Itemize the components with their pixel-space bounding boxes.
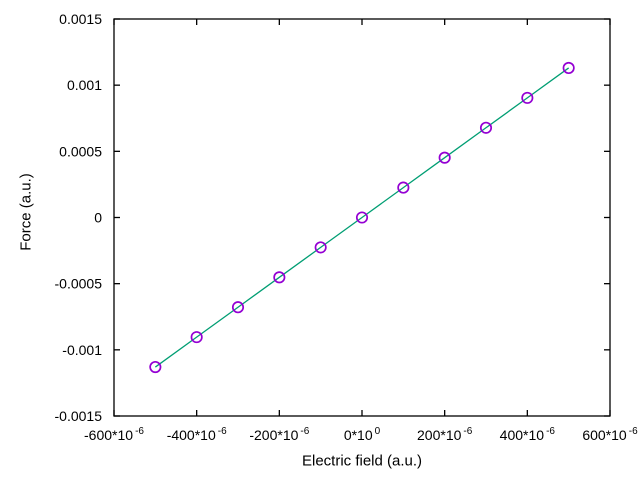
y-tick-label: 0	[94, 210, 102, 226]
data-point-marker	[190, 331, 203, 344]
data-point-marker	[355, 211, 369, 224]
x-tick-label: -600*10 -6	[84, 426, 144, 443]
x-tick-label: 600*10 -6	[582, 426, 638, 443]
data-point-marker	[273, 271, 286, 284]
x-tick-label: -200*10 -6	[249, 426, 309, 443]
y-tick-label: -0.0005	[55, 276, 103, 292]
data-point-marker	[438, 151, 451, 164]
x-tick-label: 200*10 -6	[417, 426, 473, 443]
data-point-marker	[521, 91, 534, 104]
y-tick-label: -0.0015	[55, 408, 103, 424]
data-point-marker	[562, 61, 575, 75]
series-line	[154, 67, 570, 368]
data-point-marker	[314, 241, 327, 254]
x-tick-label: 0*10 0	[344, 426, 381, 443]
y-tick-label: 0.0015	[59, 11, 102, 27]
y-tick-label: -0.001	[62, 342, 102, 358]
x-axis-title: Electric field (a.u.)	[301, 452, 423, 470]
data-point-marker	[149, 360, 162, 374]
x-tick-label: -400*10 -6	[167, 426, 227, 443]
data-point-marker	[231, 301, 245, 314]
data-point-marker	[397, 181, 410, 194]
y-tick-label: 0.0005	[59, 143, 102, 159]
y-tick-label: 0.001	[67, 77, 102, 93]
y-axis-title: Force (a.u.)	[17, 173, 35, 251]
data-point-marker	[479, 121, 493, 134]
x-tick-label: 400*10 -6	[500, 426, 556, 443]
